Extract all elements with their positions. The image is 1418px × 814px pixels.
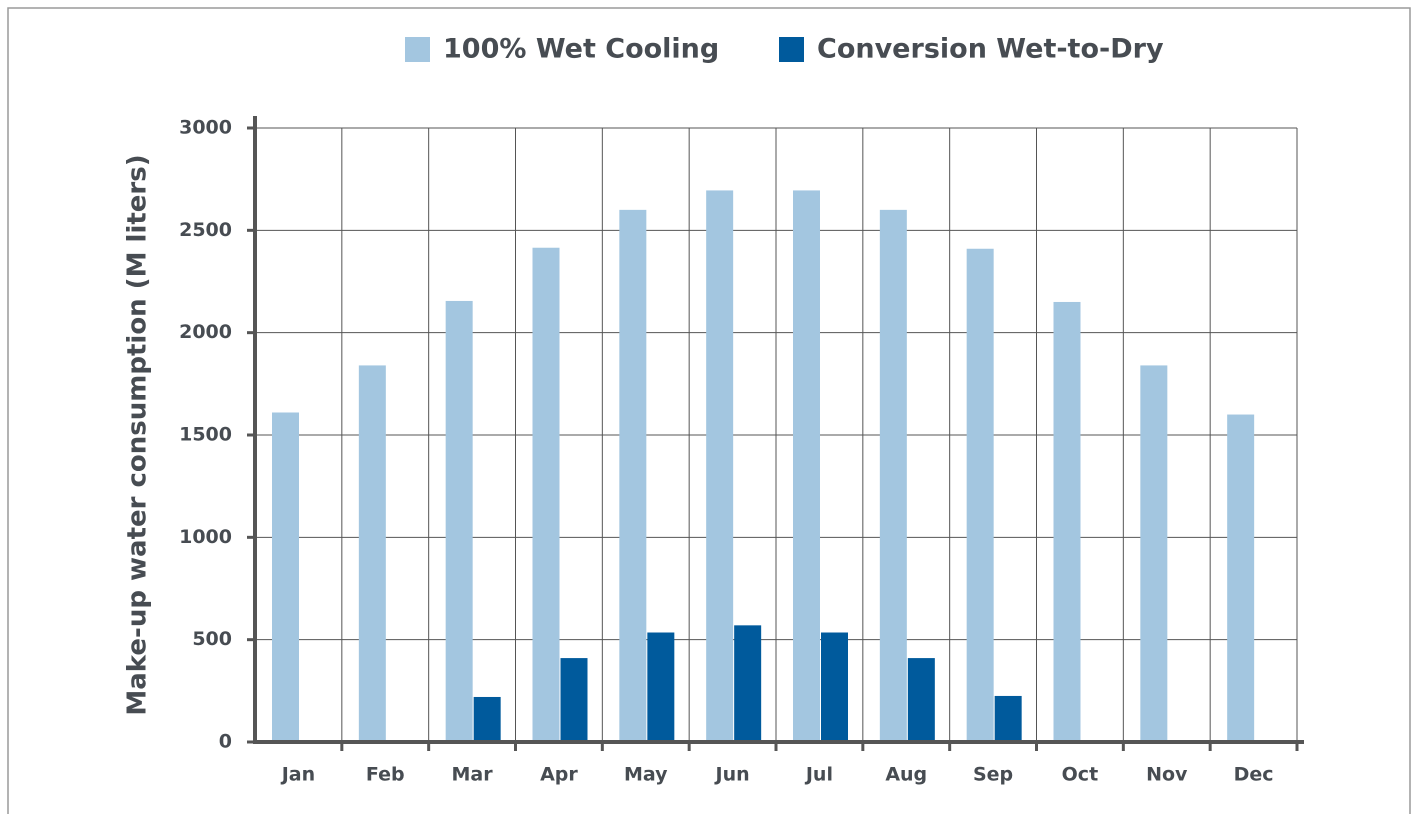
bar bbox=[358, 365, 386, 742]
y-tick-label: 500 bbox=[192, 628, 232, 650]
x-tick-label: Jan bbox=[280, 764, 315, 786]
bar bbox=[734, 625, 762, 742]
x-tick-label: Feb bbox=[366, 764, 405, 786]
bar bbox=[907, 658, 935, 742]
x-tick-label: Apr bbox=[540, 764, 578, 786]
bar bbox=[272, 412, 299, 742]
y-tick-label: 1500 bbox=[179, 424, 232, 446]
x-tick-label: Jul bbox=[804, 764, 833, 786]
bar bbox=[706, 190, 734, 742]
legend-swatch bbox=[405, 37, 430, 62]
bar bbox=[473, 696, 501, 742]
y-tick-label: 2500 bbox=[179, 219, 232, 241]
y-tick-label: 2000 bbox=[179, 321, 232, 343]
bar bbox=[560, 658, 588, 742]
y-axis-label: Make-up water consumption (M liters) bbox=[123, 154, 153, 715]
legend-swatch bbox=[779, 37, 804, 62]
bar bbox=[821, 632, 848, 742]
x-tick-label: Mar bbox=[452, 764, 494, 786]
y-tick-label: 3000 bbox=[179, 117, 232, 139]
bar bbox=[1227, 414, 1255, 742]
legend-label: 100% Wet Cooling bbox=[443, 34, 719, 65]
bar bbox=[1140, 365, 1168, 742]
x-tick-label: Dec bbox=[1234, 764, 1274, 786]
y-tick-label: 1000 bbox=[179, 526, 232, 548]
x-tick-label: May bbox=[624, 764, 668, 786]
frame bbox=[7, 7, 1411, 814]
bar bbox=[532, 247, 560, 743]
bar bbox=[966, 248, 994, 742]
bar bbox=[879, 209, 907, 742]
bar bbox=[793, 190, 820, 742]
x-tick-label: Sep bbox=[973, 764, 1013, 786]
x-tick-label: Oct bbox=[1062, 764, 1099, 786]
bar bbox=[647, 632, 675, 742]
x-tick-label: Aug bbox=[885, 764, 927, 786]
x-tick-label: Jun bbox=[714, 764, 750, 786]
bar bbox=[994, 695, 1022, 742]
bar bbox=[619, 209, 647, 742]
y-tick-label: 0 bbox=[219, 731, 232, 753]
bar bbox=[445, 300, 473, 742]
bar bbox=[1053, 301, 1081, 742]
x-tick-label: Nov bbox=[1146, 764, 1188, 786]
legend-label: Conversion Wet-to-Dry bbox=[817, 34, 1164, 65]
